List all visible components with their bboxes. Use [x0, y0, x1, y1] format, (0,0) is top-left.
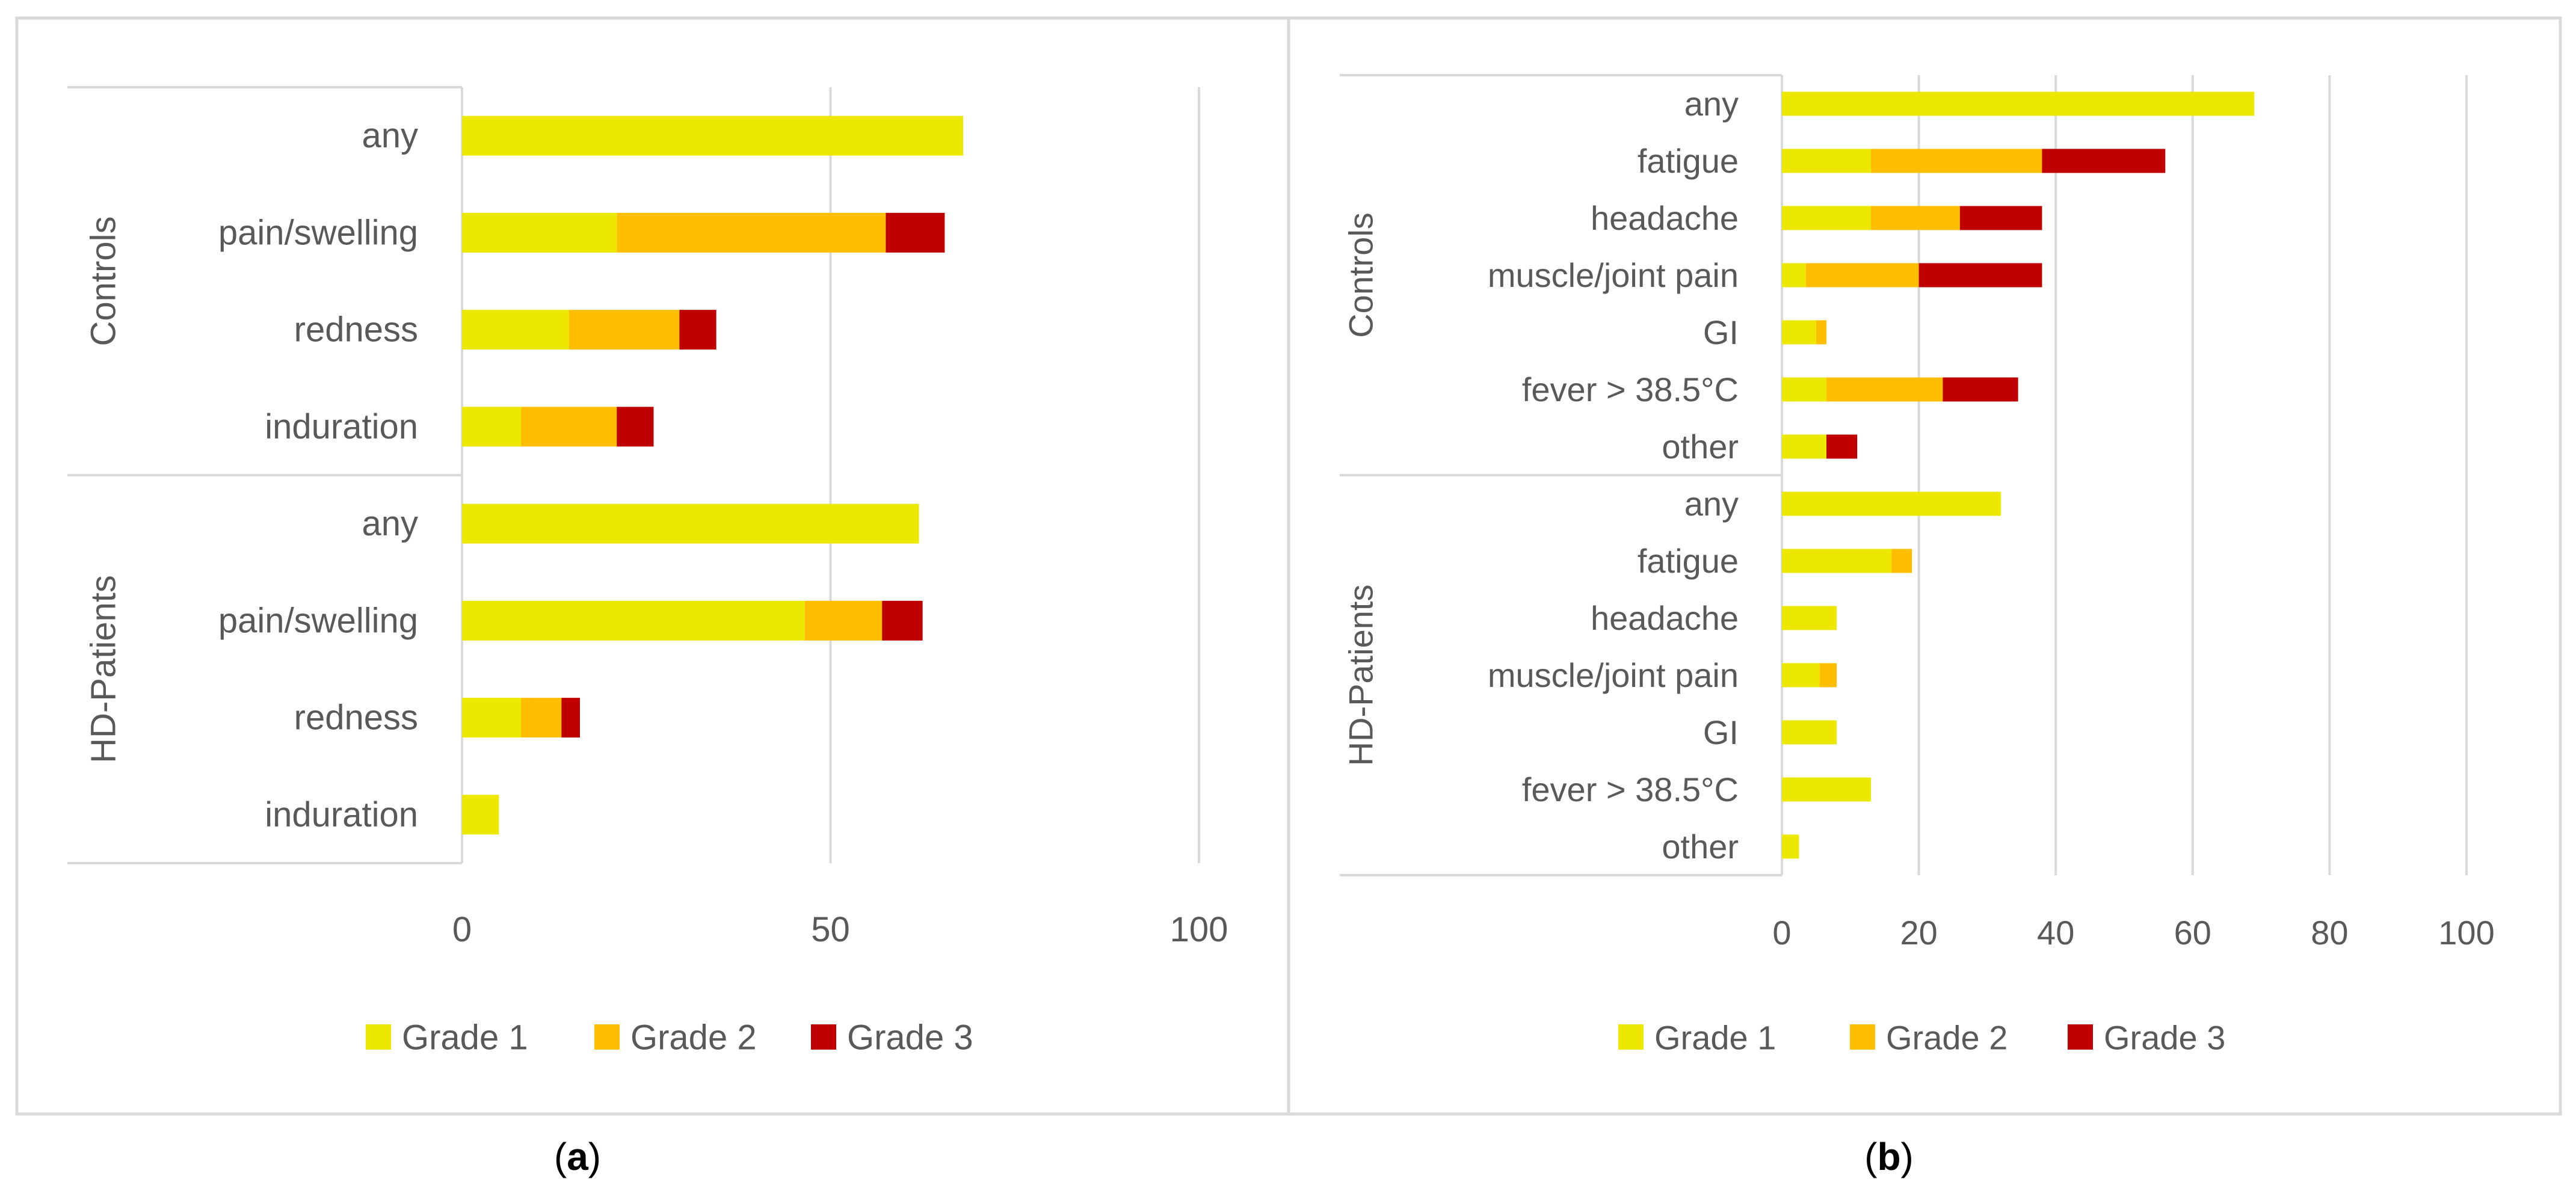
- panel-b-chart: 0 20 40 60 80 100 Controls HD-Patients any fatigu…: [1340, 74, 2495, 1057]
- legend-label: Grade 3: [847, 1018, 973, 1057]
- bar-grade-1: [462, 310, 569, 350]
- bar-grade-2: [804, 600, 883, 641]
- category-label: fever > 38.5°C: [1522, 771, 1739, 808]
- bar-grade-1: [1782, 149, 1871, 173]
- x-tick-label: 0: [452, 910, 472, 949]
- bar-grade-3: [561, 698, 580, 738]
- bar-grade-1: [462, 698, 521, 738]
- bar-grade-1: [1782, 377, 1826, 402]
- legend-swatch: [366, 1024, 391, 1050]
- legend-label: Grade 1: [1654, 1019, 1776, 1057]
- category-label: fatigue: [1638, 142, 1739, 180]
- category-label: muscle/joint pain: [1488, 256, 1739, 294]
- bar-grade-3: [617, 407, 654, 447]
- panel-b-caption: (b): [1864, 1135, 1914, 1178]
- bar-grade-1: [1782, 606, 1837, 630]
- bar-grade-1: [1782, 549, 1892, 573]
- group-label: HD-Patients: [84, 575, 123, 763]
- bar-grade-1: [1782, 263, 1806, 288]
- category-label: fever > 38.5°C: [1522, 371, 1739, 408]
- bar-grade-2: [1819, 663, 1837, 688]
- category-label: redness: [294, 310, 418, 349]
- legend-swatch: [811, 1024, 836, 1050]
- bar-grade-2: [521, 407, 617, 447]
- category-label: muscle/joint pain: [1488, 656, 1739, 694]
- bar-grade-2: [1805, 263, 1919, 288]
- bar-grade-1: [462, 503, 919, 544]
- bar-grade-2: [617, 212, 886, 253]
- category-label: any: [362, 504, 418, 543]
- bar-grade-2: [569, 310, 680, 350]
- bar-grade-1: [1782, 834, 1799, 859]
- bar-grade-2: [1891, 549, 1912, 573]
- x-tick-label: 50: [811, 910, 850, 949]
- category-label: redness: [294, 698, 418, 737]
- bar-grade-3: [1959, 206, 2042, 230]
- bar-grade-3: [679, 310, 716, 350]
- bar-grade-3: [1943, 377, 2018, 402]
- x-tick-label: 0: [1772, 914, 1791, 952]
- bar-grade-1: [462, 212, 617, 253]
- category-label: GI: [1703, 713, 1739, 751]
- bar-grade-1: [1782, 720, 1837, 745]
- category-label: other: [1662, 828, 1739, 866]
- bar-grade-1: [1782, 434, 1826, 459]
- bar-grade-1: [462, 407, 521, 447]
- bar-grade-2: [1870, 206, 1960, 230]
- bar-grade-1: [1782, 206, 1871, 230]
- category-label: pain/swelling: [218, 213, 418, 252]
- legend-swatch: [594, 1024, 620, 1050]
- category-label: headache: [1591, 199, 1739, 237]
- category-label: induration: [265, 795, 418, 834]
- x-tick-label: 20: [1900, 914, 1937, 952]
- legend-swatch: [1850, 1024, 1875, 1050]
- bar-grade-3: [882, 600, 923, 641]
- bar-grade-1: [1782, 91, 2255, 116]
- bar-grade-2: [521, 698, 562, 738]
- x-tick-label: 80: [2311, 914, 2348, 952]
- bar-grade-1: [1782, 491, 2001, 516]
- bar-grade-2: [1816, 320, 1826, 345]
- bar-grade-1: [462, 600, 805, 641]
- bar-grade-2: [1826, 377, 1943, 402]
- bar-grade-1: [1782, 663, 1820, 688]
- bar-grade-1: [1782, 777, 1871, 802]
- category-label: any: [1684, 485, 1739, 523]
- legend-label: Grade 2: [630, 1018, 757, 1057]
- legend-label: Grade 1: [402, 1018, 528, 1057]
- bar-grade-3: [886, 212, 945, 253]
- legend-swatch: [1618, 1024, 1644, 1050]
- x-tick-label: 60: [2174, 914, 2211, 952]
- bar-grade-1: [1782, 320, 1816, 345]
- x-tick-label: 40: [2037, 914, 2074, 952]
- category-label: any: [362, 116, 418, 155]
- category-label: headache: [1591, 599, 1739, 637]
- bar-grade-1: [462, 795, 499, 835]
- group-label: Controls: [1342, 212, 1380, 338]
- legend-label: Grade 3: [2104, 1019, 2225, 1057]
- bar-grade-3: [1826, 434, 1858, 459]
- panel-a-frame: [15, 16, 1290, 1116]
- category-label: induration: [265, 407, 418, 446]
- category-label: other: [1662, 428, 1739, 466]
- panel-a-chart: 0 50 100 Controls HD-Patients any pain/swellin…: [67, 86, 1228, 1057]
- bar-grade-3: [2042, 149, 2166, 173]
- group-label: Controls: [84, 217, 123, 346]
- category-label: fatigue: [1638, 542, 1739, 580]
- legend-label: Grade 2: [1886, 1019, 2007, 1057]
- group-label: HD-Patients: [1342, 585, 1380, 766]
- x-tick-label: 100: [2438, 914, 2494, 952]
- bar-grade-3: [1918, 263, 2042, 288]
- category-label: GI: [1703, 313, 1739, 351]
- category-label: pain/swelling: [218, 601, 418, 640]
- legend-swatch: [2068, 1024, 2093, 1050]
- panel-b-frame: [1287, 16, 2562, 1116]
- category-label: any: [1684, 85, 1739, 123]
- x-tick-label: 100: [1170, 910, 1228, 949]
- bar-grade-1: [462, 115, 963, 156]
- bar-grade-2: [1870, 149, 2042, 173]
- panel-a-caption: (a): [554, 1135, 601, 1178]
